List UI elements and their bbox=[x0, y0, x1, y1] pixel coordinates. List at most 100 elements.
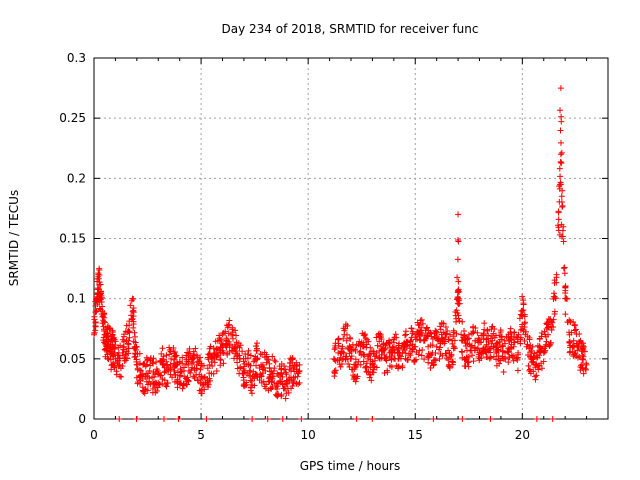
data-point bbox=[439, 352, 446, 359]
data-point bbox=[207, 377, 214, 384]
data-point bbox=[282, 395, 289, 402]
data-point bbox=[357, 341, 364, 348]
data-point bbox=[262, 367, 269, 374]
data-point bbox=[454, 274, 461, 281]
data-point bbox=[505, 359, 512, 366]
data-point bbox=[247, 384, 254, 391]
x-tick-label: 15 bbox=[408, 428, 423, 442]
data-point bbox=[533, 352, 540, 359]
data-point bbox=[420, 337, 427, 344]
data-point bbox=[557, 151, 564, 158]
data-point bbox=[449, 358, 456, 365]
data-point bbox=[179, 360, 186, 367]
data-point bbox=[575, 343, 582, 350]
data-point bbox=[425, 327, 432, 334]
data-point bbox=[419, 320, 426, 327]
data-point bbox=[528, 358, 535, 365]
data-point bbox=[414, 319, 421, 326]
data-point bbox=[378, 347, 385, 354]
data-point bbox=[127, 302, 134, 309]
data-point bbox=[296, 379, 303, 386]
data-point bbox=[115, 352, 122, 359]
data-point bbox=[283, 371, 290, 378]
y-axis-label: SRMTID / TECUs bbox=[7, 190, 21, 286]
data-point bbox=[247, 377, 254, 384]
data-point bbox=[296, 367, 303, 374]
data-point bbox=[197, 366, 204, 373]
data-point bbox=[129, 295, 136, 302]
data-point bbox=[476, 349, 483, 356]
data-point bbox=[580, 346, 587, 353]
data-point bbox=[455, 278, 462, 285]
data-point bbox=[173, 352, 180, 359]
data-point bbox=[151, 380, 158, 387]
data-point bbox=[556, 231, 563, 238]
data-point bbox=[204, 383, 211, 390]
data-point bbox=[399, 349, 406, 356]
data-point bbox=[423, 332, 430, 339]
data-point bbox=[579, 355, 586, 362]
data-point bbox=[245, 361, 252, 368]
data-point bbox=[510, 352, 517, 359]
data-point bbox=[190, 373, 197, 380]
data-point bbox=[163, 352, 170, 359]
data-point bbox=[446, 364, 453, 371]
data-point bbox=[566, 331, 573, 338]
data-point bbox=[279, 373, 286, 380]
data-point bbox=[578, 362, 585, 369]
data-point bbox=[330, 355, 337, 362]
data-point bbox=[469, 330, 476, 337]
data-point bbox=[540, 349, 547, 356]
data-point bbox=[511, 329, 518, 336]
y-tick-label: 0.2 bbox=[67, 171, 86, 185]
data-point bbox=[533, 416, 540, 422]
data-point bbox=[290, 379, 297, 386]
data-point bbox=[285, 389, 292, 396]
data-point bbox=[120, 343, 127, 350]
data-point bbox=[442, 331, 449, 338]
data-point bbox=[570, 343, 577, 350]
data-point bbox=[506, 346, 513, 353]
data-point bbox=[455, 297, 462, 304]
data-point bbox=[190, 351, 197, 358]
data-point bbox=[116, 373, 123, 380]
data-point bbox=[210, 355, 217, 362]
data-point bbox=[282, 369, 289, 376]
data-point bbox=[357, 361, 364, 368]
data-point bbox=[216, 337, 223, 344]
data-point bbox=[382, 355, 389, 362]
data-point bbox=[451, 329, 458, 336]
data-point bbox=[365, 368, 372, 375]
data-point bbox=[179, 354, 186, 361]
data-point bbox=[108, 349, 115, 356]
data-point bbox=[365, 355, 372, 362]
data-point bbox=[157, 372, 164, 379]
data-point bbox=[120, 352, 127, 359]
data-point bbox=[157, 357, 164, 364]
data-point bbox=[450, 333, 457, 340]
data-point bbox=[169, 374, 176, 381]
data-point bbox=[264, 416, 271, 422]
data-point bbox=[437, 326, 444, 333]
data-point bbox=[199, 362, 206, 369]
data-point bbox=[444, 328, 451, 335]
data-point bbox=[342, 353, 349, 360]
chart-title: Day 234 of 2018, SRMTID for receiver fun… bbox=[222, 22, 479, 36]
data-point bbox=[338, 361, 345, 368]
data-point bbox=[522, 328, 529, 335]
data-point bbox=[239, 348, 246, 355]
data-point bbox=[409, 346, 416, 353]
data-point bbox=[459, 318, 466, 325]
data-point bbox=[555, 209, 562, 216]
data-point bbox=[125, 345, 132, 352]
data-point bbox=[101, 319, 108, 326]
data-point bbox=[193, 361, 200, 368]
data-point bbox=[459, 416, 466, 422]
data-point bbox=[366, 352, 373, 359]
data-point bbox=[576, 331, 583, 338]
data-point bbox=[407, 337, 414, 344]
data-point bbox=[177, 365, 184, 372]
data-point bbox=[478, 354, 485, 361]
data-point bbox=[541, 349, 548, 356]
data-point bbox=[206, 361, 213, 368]
